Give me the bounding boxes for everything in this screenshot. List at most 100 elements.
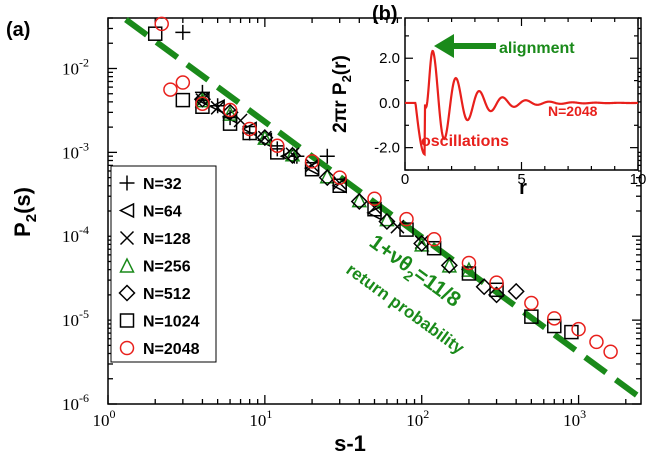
main-ylabel-tail: (s)	[10, 187, 35, 214]
x-tick-label: 102	[406, 407, 429, 430]
legend-box	[110, 165, 217, 363]
y-tick-label: 10-2	[62, 55, 89, 78]
y-tick-label: 10-4	[62, 223, 89, 246]
data-point	[489, 282, 504, 298]
inset-bg	[402, 14, 638, 174]
series-n-512	[193, 90, 525, 304]
inset-tick-labels: 0 5 10 2.0 0.0 -2.0	[374, 50, 646, 188]
data-point	[304, 154, 320, 169]
inset-x-tick-label: 5	[517, 171, 525, 188]
data-point	[378, 212, 396, 231]
main-ylabel: P2(s)	[10, 187, 40, 237]
data-point	[175, 24, 191, 40]
oscillations-text: oscillations	[421, 133, 509, 150]
panel-label-b: (b)	[372, 3, 398, 25]
data-point	[193, 90, 211, 108]
data-point	[461, 261, 477, 277]
data-point	[489, 275, 504, 290]
data-point	[475, 278, 493, 296]
data-point	[257, 130, 272, 145]
legend-item: N=64	[118, 202, 182, 221]
inset-x-tick-label: 10	[630, 171, 647, 188]
main-tick-labels: 100 101 102 103 10-6 10-5 10-4 10-3 10-2	[62, 55, 586, 430]
data-point	[256, 129, 274, 147]
data-point	[154, 16, 169, 32]
data-point	[319, 148, 335, 164]
inset-ylabel-tail: (r)	[330, 55, 351, 75]
panel-label-a: (a)	[6, 19, 30, 41]
data-point	[547, 318, 562, 334]
data-point	[242, 125, 257, 141]
svg-text:2πr P2(r): 2πr P2(r)	[330, 55, 354, 133]
data-point	[440, 256, 458, 274]
fit-line	[124, 17, 640, 399]
legend: N=32 N=64 N=128 N=256 N=512 N=1024 N=2048	[118, 175, 200, 358]
legend-label: N=1024	[143, 314, 200, 331]
y-tick-label: 10-6	[62, 391, 89, 414]
data-point	[222, 102, 238, 118]
data-point	[507, 282, 525, 300]
exponent-value: =11/8	[409, 263, 465, 312]
data-point	[284, 146, 301, 162]
data-point	[332, 178, 347, 194]
data-point	[426, 240, 442, 256]
data-point	[547, 311, 562, 326]
legend-marker	[119, 175, 135, 191]
inset-n-label: N=2048	[548, 103, 598, 119]
alignment-text: alignment	[499, 40, 575, 57]
data-point	[399, 211, 414, 227]
data-point	[147, 26, 163, 41]
inset-y-tick-label: -2.0	[374, 140, 400, 157]
legend-marker	[118, 284, 136, 302]
data-point	[270, 145, 285, 160]
data-point	[305, 158, 320, 173]
x-tick-label: 101	[249, 407, 272, 430]
legend-label: N=64	[143, 204, 182, 221]
legend-item: N=1024	[119, 313, 200, 331]
data-point	[350, 192, 368, 211]
alignment-arrow-head	[434, 34, 454, 58]
data-point	[564, 324, 579, 340]
series-n-2048	[154, 16, 618, 359]
data-point	[367, 191, 382, 206]
fit-line-group	[124, 17, 640, 399]
inset-x-tick-label: 0	[401, 171, 409, 188]
main-series-group	[147, 16, 618, 359]
data-point	[270, 138, 285, 153]
legend-marker	[118, 202, 135, 219]
data-point	[367, 201, 382, 217]
legend-label: N=256	[143, 259, 191, 276]
series-n-1024	[147, 26, 579, 340]
inset-ylabel: 2πr P2(r)	[330, 55, 354, 133]
x-tick-label: 103	[563, 407, 586, 430]
data-point	[319, 168, 335, 184]
y-tick-label: 10-3	[62, 139, 89, 162]
inset-y-tick-label: 2.0	[379, 50, 400, 67]
data-point	[399, 222, 414, 237]
main-ylabel-main: P	[10, 222, 35, 237]
legend-item: N=128	[119, 230, 191, 248]
x-tick-label: 100	[93, 407, 116, 430]
data-point	[413, 234, 431, 253]
legend-item: N=512	[118, 284, 191, 303]
legend-marker	[119, 313, 135, 328]
data-point	[351, 191, 368, 208]
data-point	[461, 255, 477, 271]
inset-xlabel: r	[519, 177, 527, 199]
data-point	[461, 266, 477, 281]
data-point	[379, 210, 395, 227]
legend-marker	[119, 230, 135, 246]
data-point	[242, 121, 257, 137]
data-point	[221, 103, 239, 121]
y-tick-label: 10-5	[62, 307, 89, 330]
data-point	[304, 161, 320, 177]
data-point	[175, 92, 191, 108]
inset-ticks	[404, 18, 639, 171]
data-point	[332, 170, 347, 185]
data-point	[195, 96, 210, 111]
legend-marker	[119, 257, 135, 273]
data-point	[318, 169, 336, 187]
legend-label: N=2048	[143, 341, 200, 358]
data-point	[524, 295, 539, 311]
